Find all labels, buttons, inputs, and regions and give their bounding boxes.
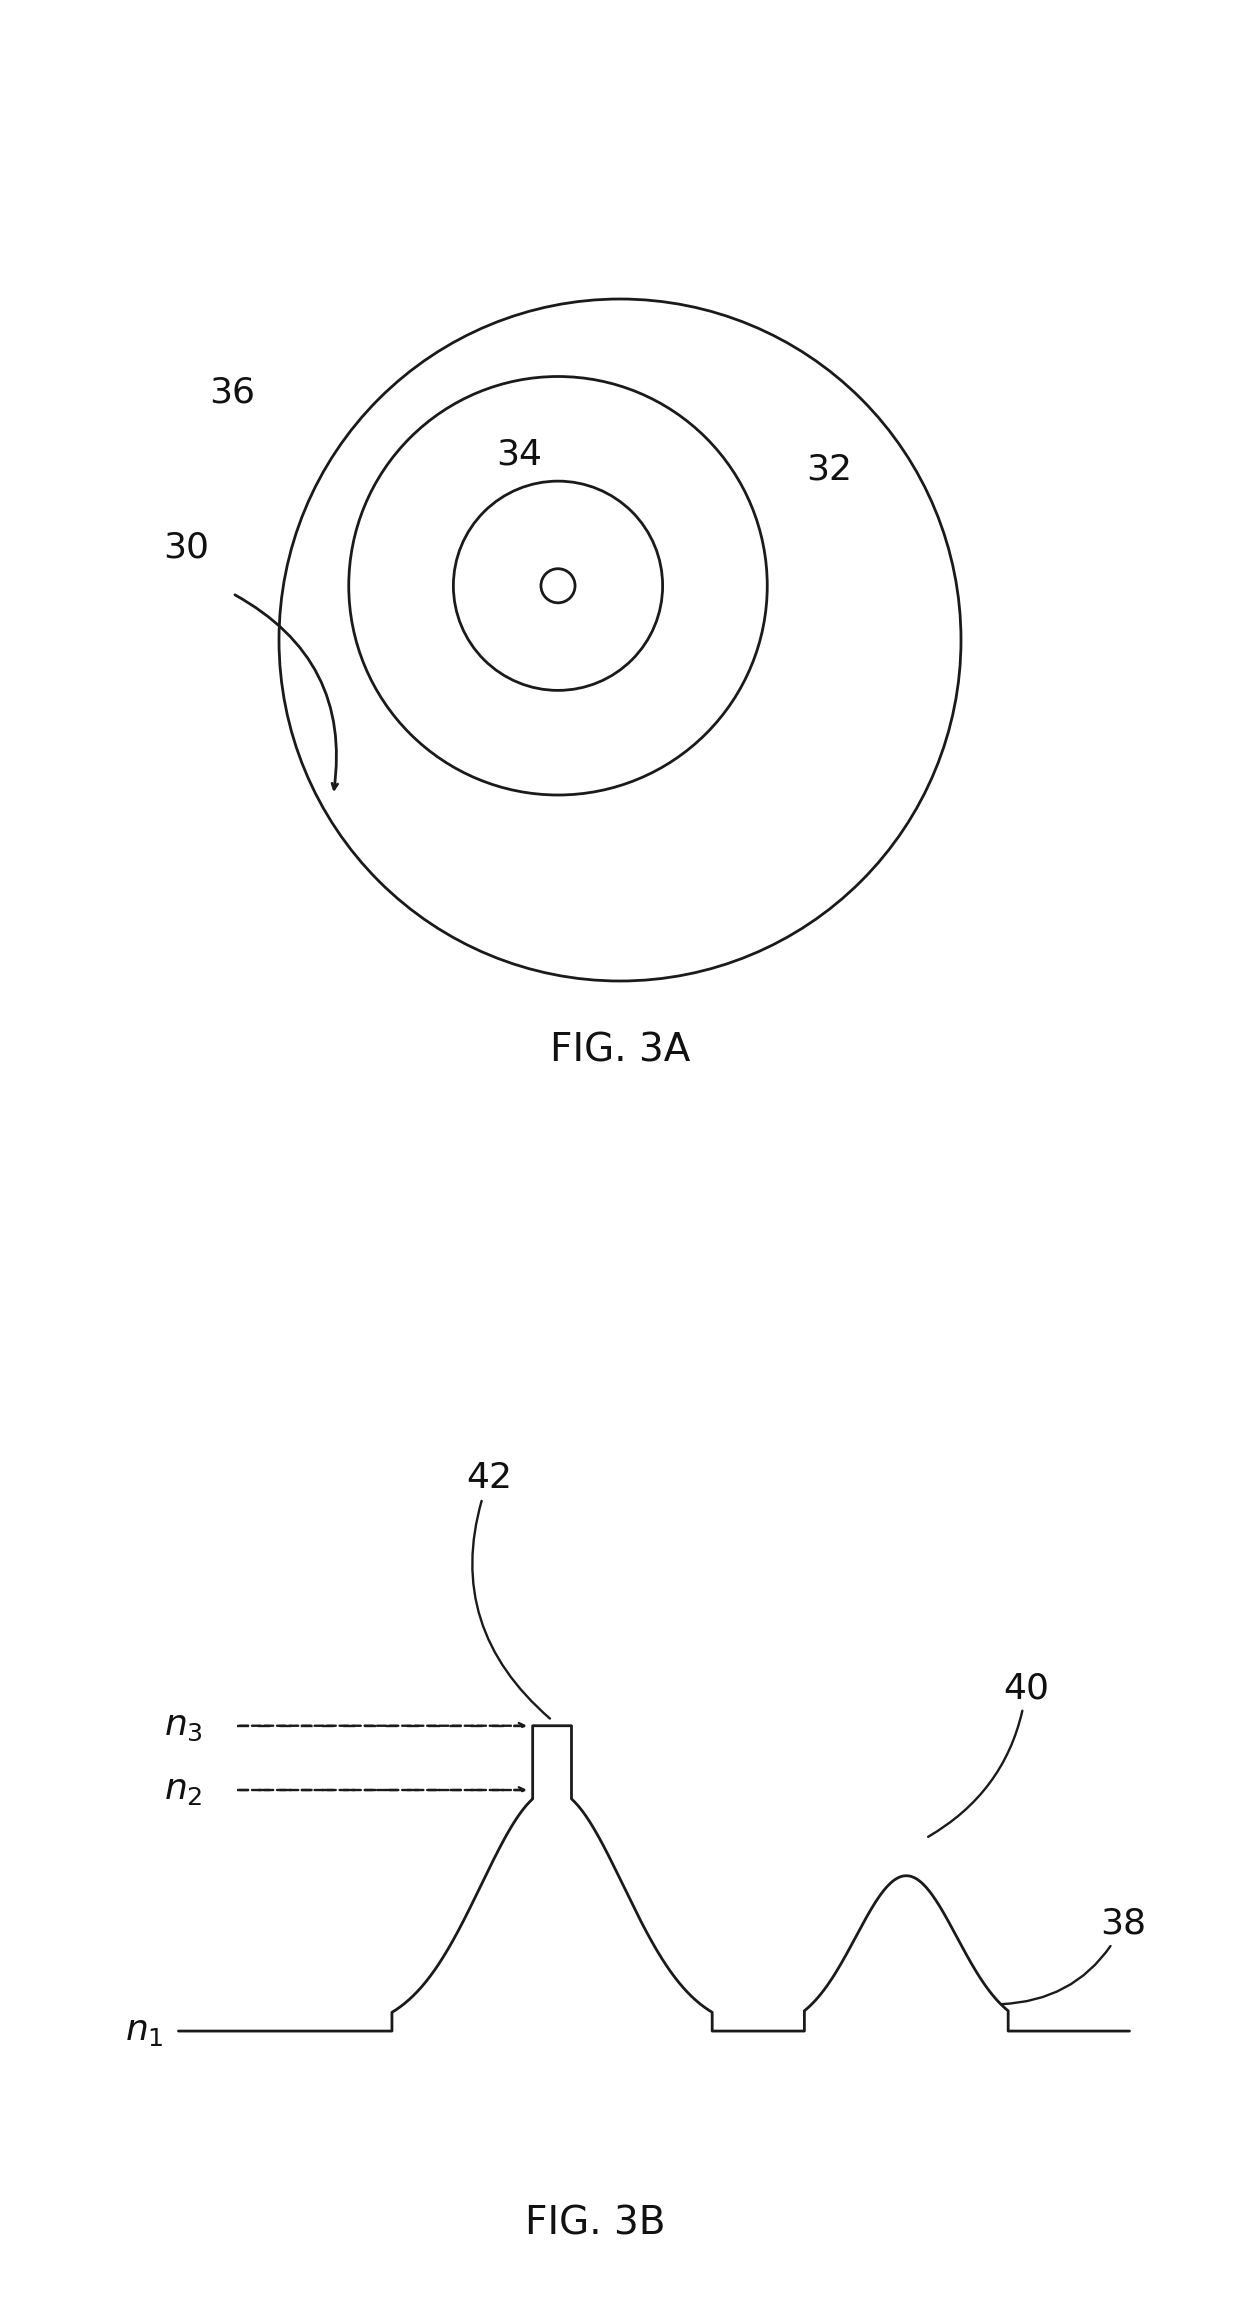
Text: 38: 38 <box>1001 1906 1147 2003</box>
Text: 40: 40 <box>928 1672 1049 1837</box>
Text: FIG. 3B: FIG. 3B <box>526 2204 666 2244</box>
Text: 32: 32 <box>806 453 852 486</box>
Text: FIG. 3A: FIG. 3A <box>549 1032 691 1069</box>
Text: 34: 34 <box>496 437 542 472</box>
Text: 36: 36 <box>210 375 255 409</box>
Text: $n_3$: $n_3$ <box>164 1709 202 1742</box>
Text: $n_1$: $n_1$ <box>125 2015 164 2047</box>
Text: $n_2$: $n_2$ <box>164 1774 202 1806</box>
Text: 30: 30 <box>162 530 210 564</box>
Text: 42: 42 <box>466 1462 551 1719</box>
